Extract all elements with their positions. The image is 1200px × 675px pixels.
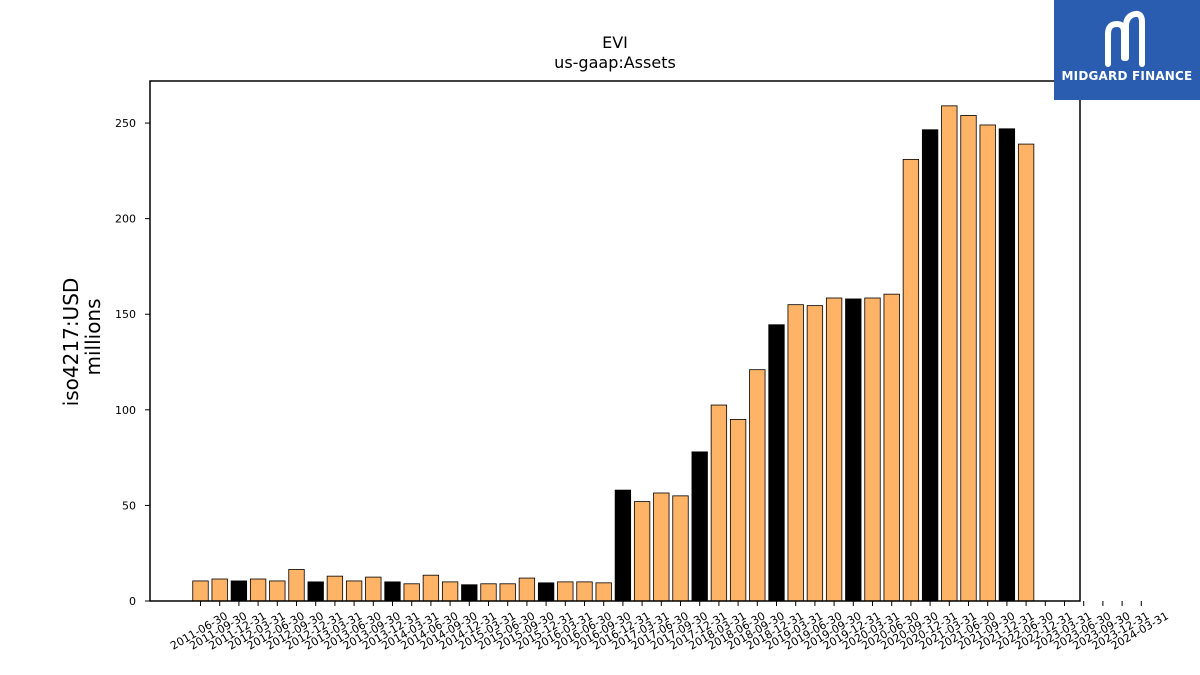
bar [806, 305, 824, 602]
y-tick-label: 250 [115, 117, 136, 130]
bar [883, 293, 900, 602]
y-axis-label-line2: millions [81, 298, 105, 375]
bar [192, 580, 209, 602]
y-axis-label-line1: iso4217:USD [59, 278, 83, 407]
bar [230, 580, 248, 602]
bar [211, 578, 228, 602]
bar [729, 418, 747, 602]
bar [557, 581, 574, 602]
bar [345, 580, 363, 602]
bar [441, 581, 459, 602]
chart-subtitle: us-gaap:Assets [554, 53, 676, 72]
x-axis: 2011-06-302011-09-302011-12-312012-03-31… [168, 601, 1171, 653]
bar [902, 158, 920, 602]
bar [595, 582, 612, 602]
y-tick-label: 100 [115, 404, 136, 417]
bar [422, 574, 440, 602]
bar [518, 577, 536, 602]
y-tick-label: 50 [122, 499, 136, 512]
logo-text: MIDGARD FINANCE [1061, 69, 1193, 83]
bar [1017, 143, 1035, 602]
bar [672, 495, 689, 602]
y-tick-label: 200 [115, 213, 136, 226]
y-axis: 0 50 100 150 200 250 [115, 117, 150, 608]
bar [614, 489, 632, 602]
bar [960, 115, 977, 602]
bar [480, 583, 497, 602]
bar [537, 582, 555, 602]
bar [307, 581, 324, 602]
bar [403, 583, 420, 602]
bar [288, 569, 305, 602]
bar [749, 369, 766, 602]
bar [864, 297, 881, 602]
bar-series [192, 105, 1035, 602]
midgard-logo-icon [1105, 10, 1145, 67]
bar [768, 324, 785, 602]
y-tick-label: 150 [115, 308, 136, 321]
y-tick-label: 0 [129, 595, 136, 608]
bar [499, 583, 516, 602]
bar [365, 576, 382, 602]
bar [653, 492, 670, 602]
bar [691, 451, 708, 602]
bar [787, 304, 804, 602]
bar [921, 129, 939, 602]
bar [998, 128, 1016, 602]
bar [710, 404, 728, 602]
midgard-finance-logo: MIDGARD FINANCE [1054, 0, 1200, 100]
chart-title: EVI [602, 33, 628, 52]
bar [326, 575, 344, 602]
plot-frame [149, 80, 1081, 602]
bar [269, 580, 286, 602]
bar [941, 105, 958, 602]
bar [845, 298, 862, 602]
bar [384, 581, 401, 602]
bar [461, 584, 478, 602]
bar [249, 578, 267, 602]
bar [633, 501, 651, 602]
bar [576, 581, 593, 602]
bar [825, 297, 843, 602]
bar [979, 124, 996, 602]
